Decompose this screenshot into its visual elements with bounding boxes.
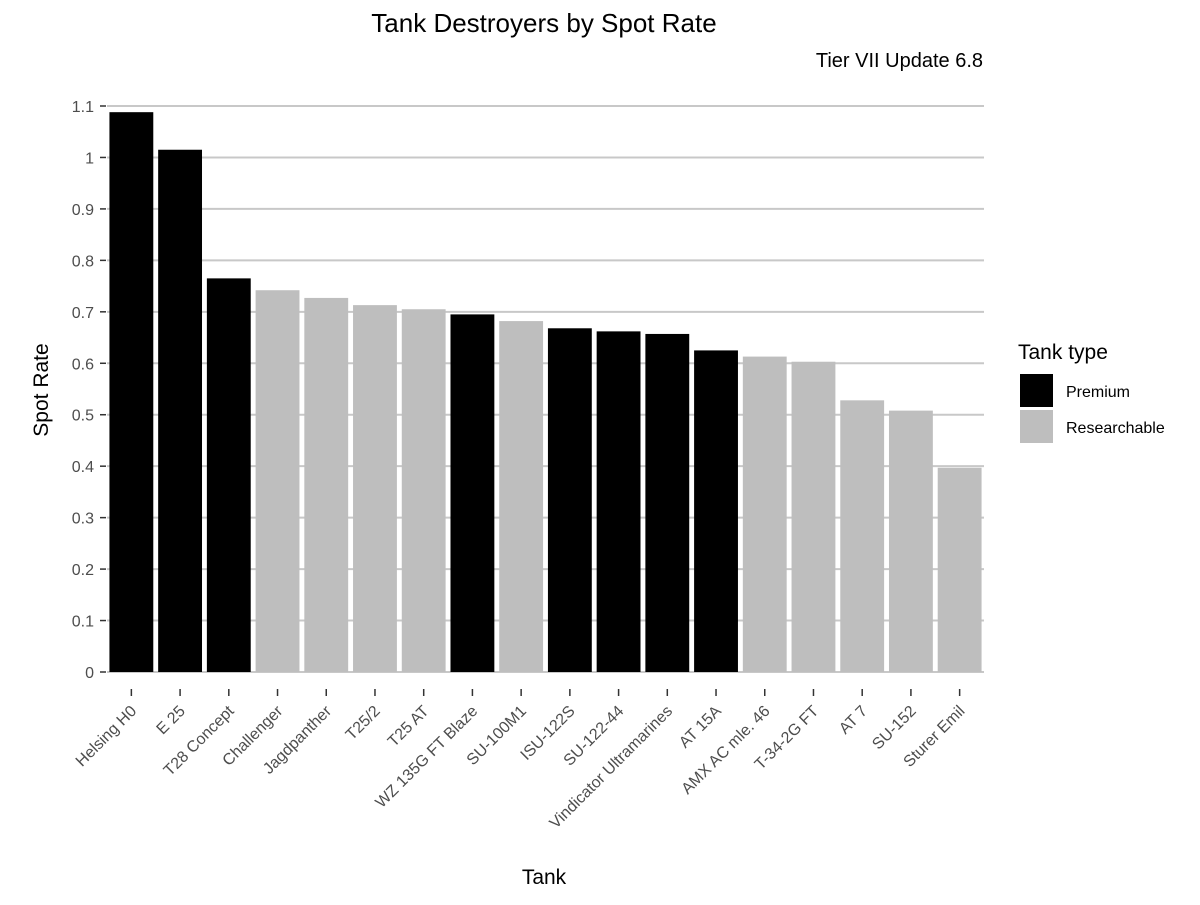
bar: [840, 400, 885, 672]
bar: [694, 350, 738, 672]
x-tick-label: AT 15A: [676, 703, 725, 752]
y-tick-label: 0.2: [72, 562, 94, 579]
y-tick-label: 0: [85, 665, 94, 682]
legend-swatch-premium: [1020, 374, 1053, 407]
bar: [255, 290, 300, 672]
x-tick-label: AT 7: [836, 703, 871, 738]
y-tick-label: 0.9: [72, 202, 94, 219]
y-tick-label: 0.8: [72, 253, 94, 270]
bar: [596, 331, 641, 672]
y-tick-label: 0.1: [72, 614, 94, 631]
x-tick-label: T25/2: [343, 703, 384, 744]
y-axis-title: Spot Rate: [30, 343, 53, 436]
grid-lines: [107, 105, 984, 673]
bar: [304, 297, 349, 672]
bar: [791, 361, 836, 672]
bar: [547, 328, 592, 672]
bar: [742, 356, 787, 672]
x-tick-label: E 25: [154, 703, 189, 738]
bar: [450, 314, 495, 672]
bar: [499, 321, 544, 672]
bar: [645, 333, 690, 672]
x-axis-title: Tank: [522, 866, 567, 889]
x-tick-label: Helsing H0: [73, 703, 140, 770]
chart-title: Tank Destroyers by Spot Rate: [371, 8, 716, 38]
y-tick-label: 0.7: [72, 305, 94, 322]
legend: Tank type Premium Researchable: [1018, 341, 1165, 443]
x-tick-label: T25 AT: [385, 703, 433, 751]
y-tick-label: 0.5: [72, 408, 94, 425]
legend-label-premium: Premium: [1066, 384, 1130, 401]
bar: [937, 467, 982, 672]
y-tick-label: 1.1: [72, 99, 94, 116]
y-tick-label: 1: [85, 150, 94, 167]
bar: [353, 305, 397, 672]
bar: [401, 309, 446, 672]
legend-title: Tank type: [1018, 341, 1108, 364]
y-axis: 0 0.1 0.2 0.3 0.4 0.5 0.6 0.7 0.8 0.9 1 1.1: [72, 99, 106, 682]
bar: [158, 149, 203, 673]
bar: [888, 410, 933, 672]
bar: [206, 278, 251, 672]
chart-subtitle: Tier VII Update 6.8: [816, 50, 983, 72]
y-tick-label: 0.6: [72, 356, 94, 373]
legend-label-researchable: Researchable: [1066, 420, 1165, 437]
bars: [109, 112, 982, 673]
y-tick-label: 0.3: [72, 511, 94, 528]
y-tick-label: 0.4: [72, 459, 94, 476]
bar: [109, 112, 154, 672]
legend-swatch-researchable: [1020, 410, 1053, 443]
x-tick-label: AMX AC mle. 46: [679, 703, 774, 798]
